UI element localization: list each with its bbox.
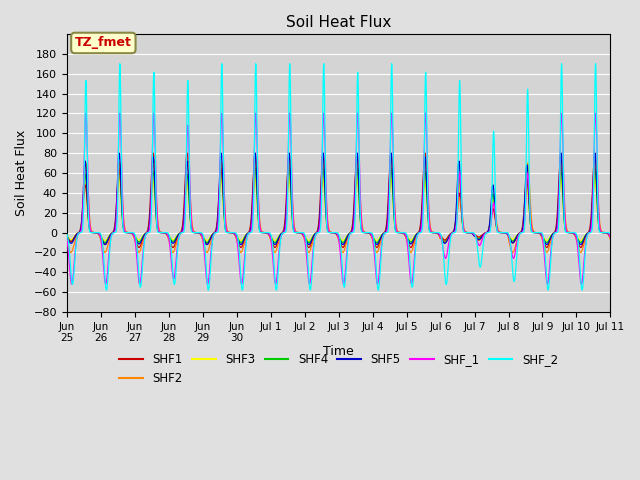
SHF1: [63, 233, 70, 239]
SHF5: [467, 230, 475, 236]
SHF4: [315, 227, 323, 233]
Line: SHF5: SHF5: [67, 153, 610, 244]
SHF2: [606, 236, 614, 241]
SHF2: [325, 225, 333, 231]
SHF_1: [315, 229, 323, 235]
SHF_1: [606, 234, 614, 240]
SHF3: [315, 228, 323, 233]
SHF2: [67, 250, 75, 255]
Y-axis label: Soil Heat Flux: Soil Heat Flux: [15, 130, 28, 216]
SHF5: [148, 160, 156, 166]
SHF_2: [467, 230, 475, 236]
SHF_1: [467, 230, 475, 236]
Line: SHF4: SHF4: [67, 168, 610, 242]
SHF_1: [63, 236, 70, 242]
Text: TZ_fmet: TZ_fmet: [75, 36, 132, 49]
Title: Soil Heat Flux: Soil Heat Flux: [286, 15, 391, 30]
SHF1: [315, 222, 323, 228]
SHF_1: [547, 251, 554, 257]
SHF4: [606, 233, 614, 239]
SHF_2: [325, 229, 333, 235]
SHF2: [148, 174, 156, 180]
SHF4: [325, 229, 333, 235]
SHF2: [82, 160, 90, 166]
SHF4: [547, 234, 554, 240]
SHF_1: [148, 146, 156, 152]
SHF2: [315, 227, 323, 233]
SHF3: [600, 230, 607, 236]
Line: SHF_1: SHF_1: [67, 113, 610, 284]
SHF_1: [68, 281, 76, 287]
SHF1: [149, 150, 157, 156]
SHF2: [467, 230, 475, 236]
SHF4: [600, 230, 607, 236]
SHF3: [63, 232, 70, 238]
SHF5: [606, 233, 614, 239]
SHF5: [600, 230, 607, 236]
Line: SHF1: SHF1: [67, 153, 610, 248]
SHF_2: [606, 231, 614, 237]
SHF3: [547, 233, 554, 239]
SHF_2: [315, 230, 323, 236]
SHF3: [467, 230, 475, 236]
SHF2: [600, 229, 607, 235]
SHF1: [467, 230, 475, 236]
SHF_2: [63, 231, 70, 237]
SHF2: [547, 238, 554, 244]
SHF4: [115, 165, 123, 171]
SHF5: [325, 229, 333, 235]
Line: SHF_2: SHF_2: [67, 64, 610, 290]
SHF4: [467, 230, 475, 236]
SHF5: [115, 150, 123, 156]
X-axis label: Time: Time: [323, 345, 354, 358]
SHF1: [547, 236, 554, 242]
SHF1: [325, 228, 333, 233]
Legend: SHF1, SHF2, SHF3, SHF4, SHF5, SHF_1, SHF_2: SHF1, SHF2, SHF3, SHF4, SHF5, SHF_1, SHF…: [115, 348, 563, 390]
SHF4: [101, 240, 109, 245]
SHF5: [101, 241, 109, 247]
SHF3: [606, 232, 614, 238]
SHF1: [600, 230, 607, 236]
SHF_1: [325, 228, 333, 234]
SHF3: [101, 238, 109, 243]
SHF4: [148, 173, 156, 179]
SHF_2: [547, 259, 554, 264]
SHF_2: [148, 149, 156, 155]
SHF5: [63, 234, 70, 240]
SHF1: [135, 245, 143, 251]
SHF1: [606, 234, 614, 240]
SHF5: [315, 227, 323, 232]
SHF5: [547, 235, 554, 240]
SHF_2: [116, 61, 124, 67]
SHF_2: [102, 288, 110, 293]
Line: SHF3: SHF3: [67, 178, 610, 240]
SHF_1: [600, 230, 607, 236]
SHF2: [63, 237, 70, 243]
SHF_1: [82, 110, 90, 116]
SHF1: [148, 160, 156, 166]
SHF3: [115, 175, 123, 181]
Line: SHF2: SHF2: [67, 163, 610, 252]
SHF4: [63, 233, 70, 239]
SHF_2: [600, 230, 607, 236]
SHF3: [325, 229, 333, 235]
SHF3: [148, 181, 156, 187]
